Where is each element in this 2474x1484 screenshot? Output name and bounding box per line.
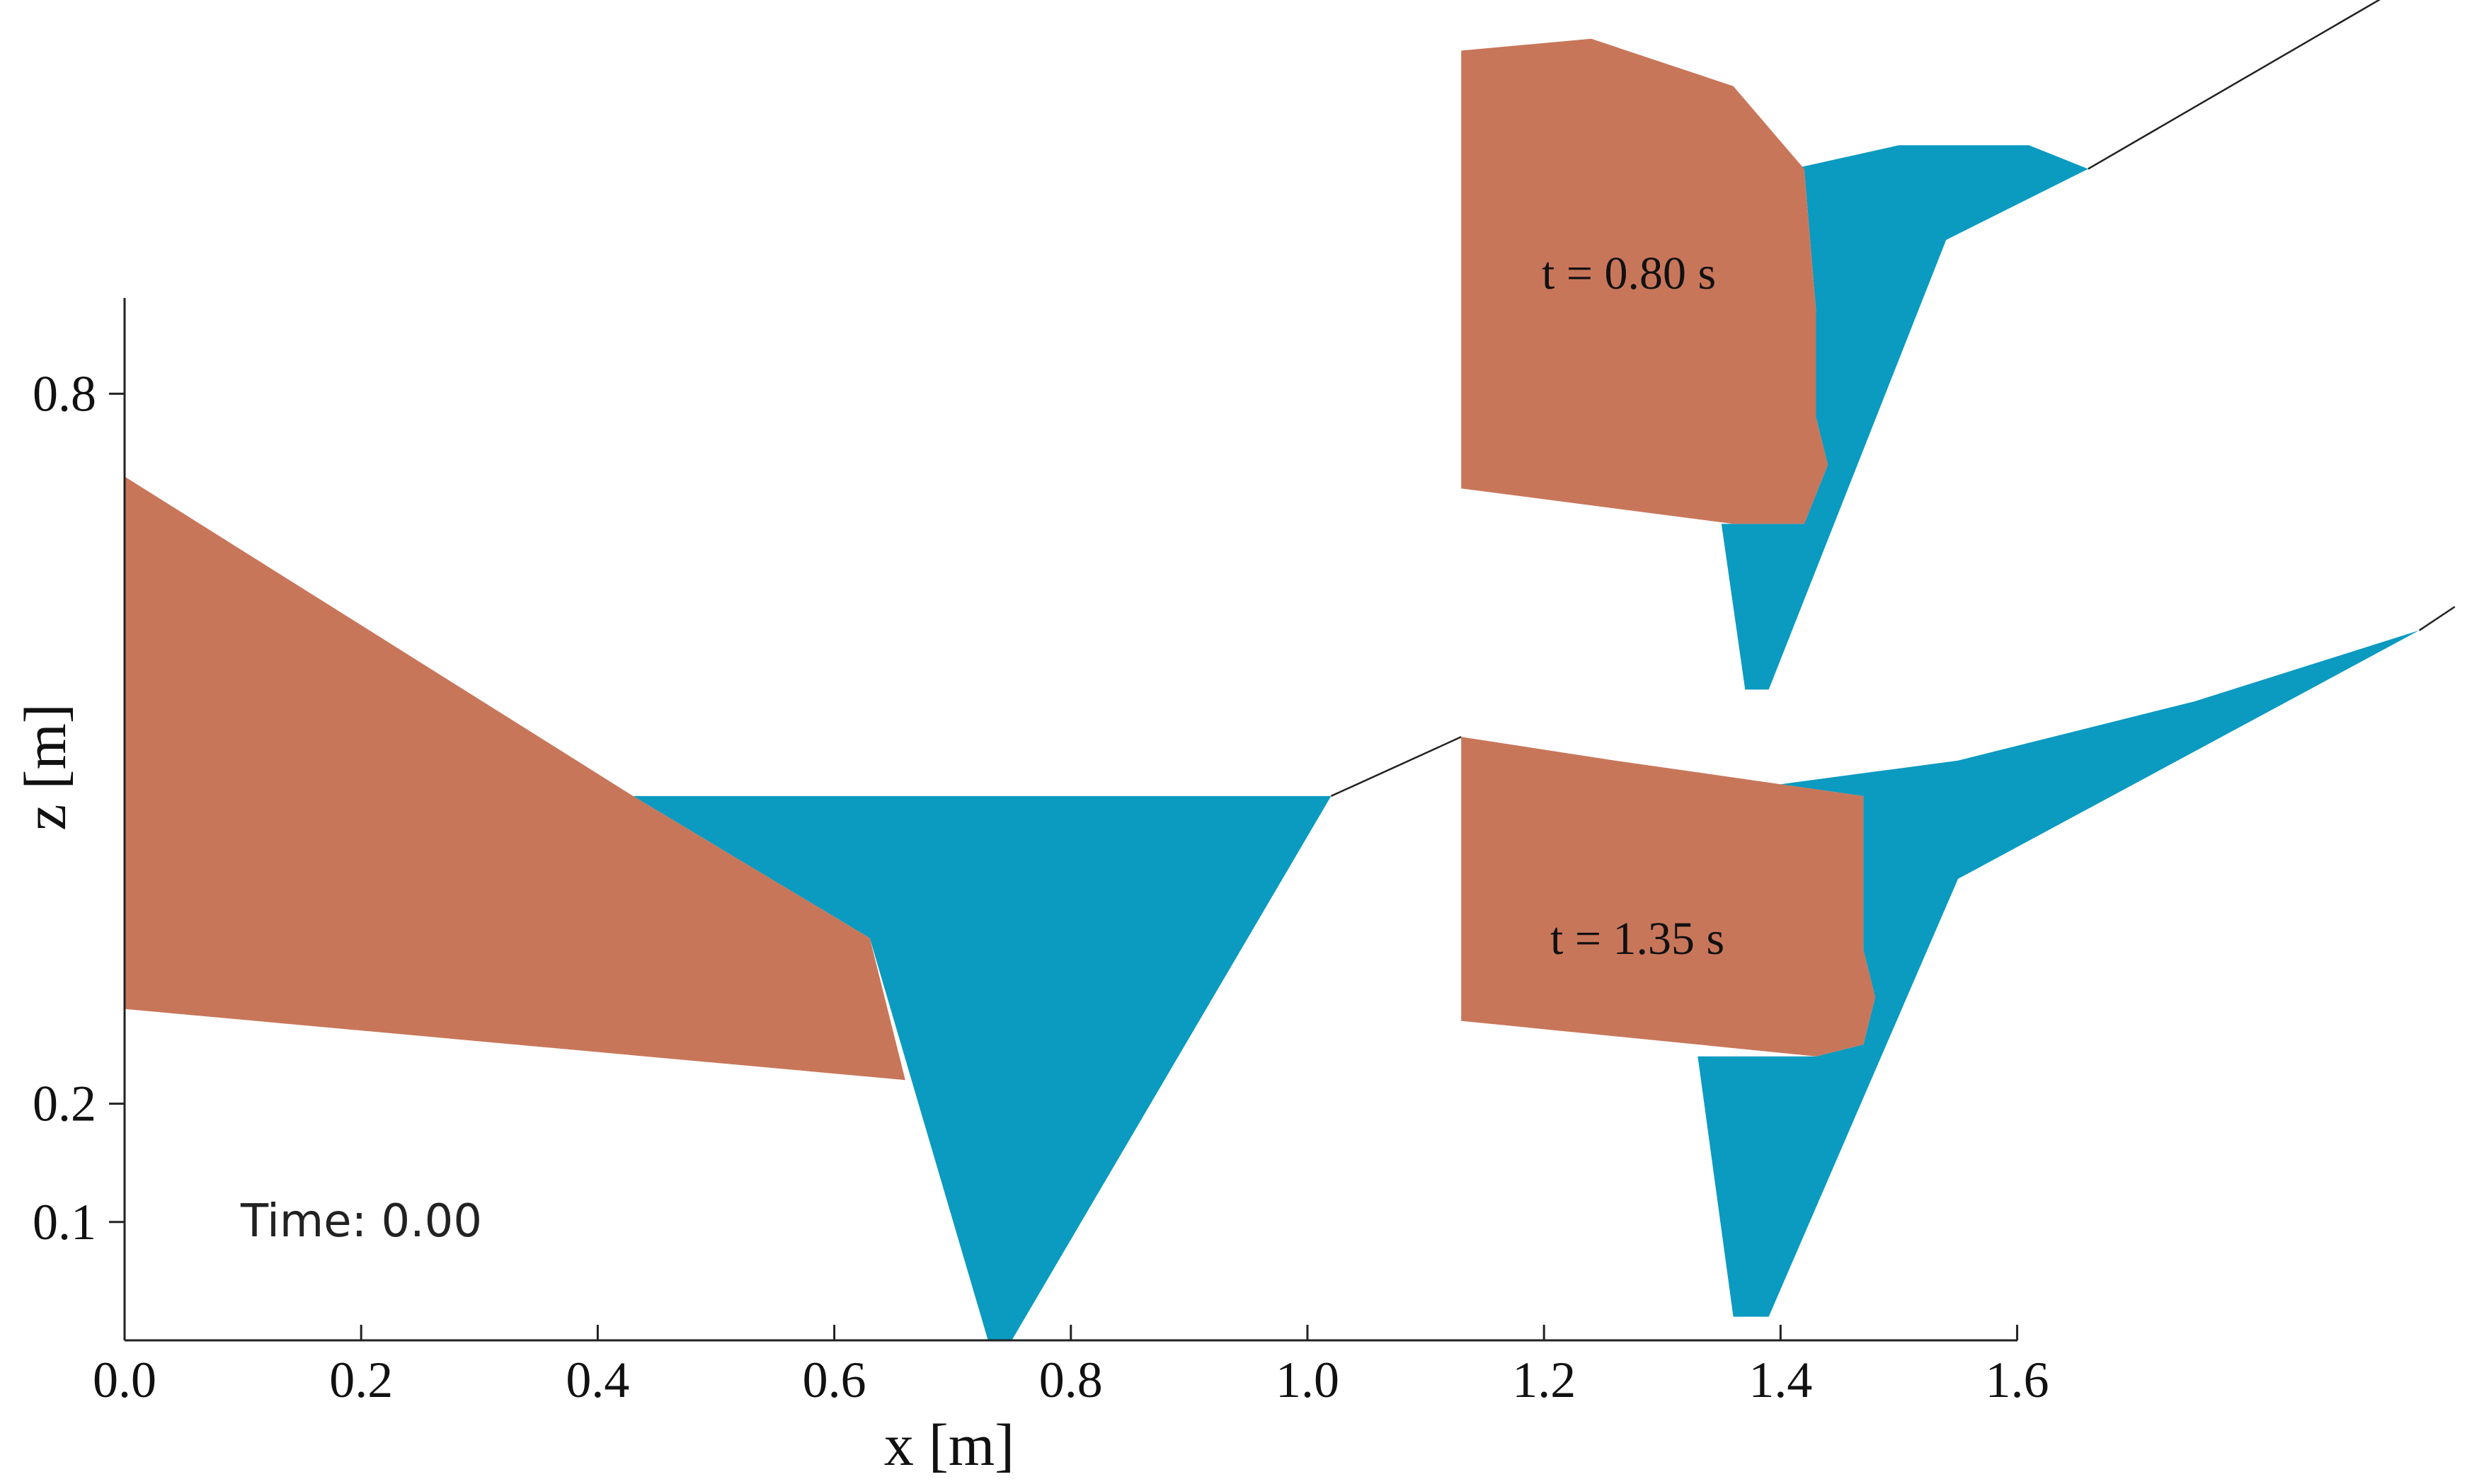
x-axis: 0.0 0.2 0.4 0.6 0.8 1.0 1.2 1.4 1.6 x [m] bbox=[93, 1325, 2049, 1478]
x-axis-label: x [m] bbox=[884, 1413, 1014, 1478]
x-tick-label: 1.0 bbox=[1276, 1352, 1339, 1408]
y-ticks: 0.1 0.2 0.8 bbox=[33, 365, 125, 1250]
inset-slope-line bbox=[2419, 606, 2456, 631]
inset-label-t135: t = 1.35 s bbox=[1550, 913, 1724, 965]
y-tick-label: 0.1 bbox=[33, 1194, 96, 1250]
inset-slope-line bbox=[2088, 0, 2381, 170]
y-axis: 0.1 0.2 0.8 z [m] bbox=[13, 298, 126, 1340]
inset-water-region bbox=[1697, 630, 2419, 1317]
main-panel bbox=[125, 476, 1462, 1340]
inset-label-t080: t = 0.80 s bbox=[1542, 248, 1716, 299]
y-axis-label: z [m] bbox=[13, 703, 79, 831]
x-tick-label: 1.2 bbox=[1512, 1352, 1576, 1408]
inset-panel-t135 bbox=[1461, 606, 2456, 1317]
y-tick-label: 0.8 bbox=[33, 365, 96, 422]
x-tick-label: 0.2 bbox=[329, 1352, 393, 1408]
x-tick-label: 1.6 bbox=[1986, 1352, 2049, 1408]
y-tick-label: 0.2 bbox=[33, 1076, 96, 1132]
inset-panel-t080 bbox=[1461, 0, 2381, 690]
inset-water-region bbox=[1721, 145, 2088, 690]
water-region bbox=[633, 795, 1332, 1340]
x-tick-label: 0.4 bbox=[566, 1352, 629, 1408]
x-tick-label: 1.4 bbox=[1748, 1352, 1812, 1408]
x-tick-label: 0.6 bbox=[803, 1352, 866, 1408]
x-tick-label: 0.8 bbox=[1039, 1352, 1103, 1408]
inset-granular-region bbox=[1461, 737, 1876, 1057]
inset-granular-region bbox=[1461, 38, 1828, 524]
time-annotation: Time: 0.00 bbox=[240, 1195, 482, 1248]
x-ticks: 0.0 0.2 0.4 0.6 0.8 1.0 1.2 1.4 1.6 bbox=[93, 1325, 2049, 1408]
x-tick-label: 0.0 bbox=[93, 1352, 156, 1408]
slope-line bbox=[1330, 736, 1462, 798]
granular-region bbox=[125, 476, 905, 1081]
